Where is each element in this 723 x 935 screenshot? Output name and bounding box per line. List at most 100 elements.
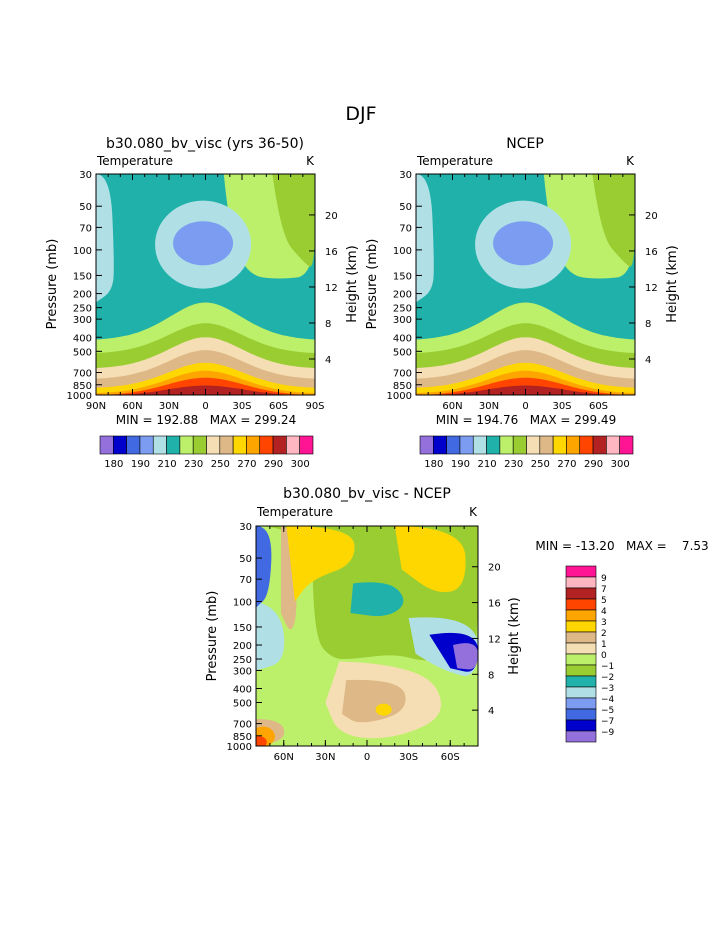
pressure-tick-label: 300 bbox=[73, 315, 92, 326]
colorbar-swatch bbox=[592, 435, 607, 455]
colorbar-swatch bbox=[139, 435, 154, 455]
colorbar-swatch bbox=[565, 719, 597, 732]
pressure-tick-label: 150 bbox=[233, 623, 252, 634]
pressure-tick-label: 500 bbox=[73, 347, 92, 358]
colorbar-label: 290 bbox=[584, 459, 603, 470]
min-max-stats: MIN = -13.20 MAX = 7.53 bbox=[535, 539, 708, 553]
colorbar-label: 300 bbox=[611, 459, 630, 470]
colorbar-label: −9 bbox=[601, 728, 615, 738]
panel-title: b30.080_bv_visc (yrs 36-50) bbox=[106, 136, 304, 152]
panel-difference: b30.080_bv_visc - NCEP Temperature K 30 5… bbox=[205, 486, 709, 763]
colorbar-swatch bbox=[113, 435, 127, 455]
latitude-tick-label: 30N bbox=[315, 752, 335, 763]
contour-region-195 bbox=[493, 221, 554, 266]
unit-label: K bbox=[469, 505, 478, 519]
contour-fields bbox=[416, 174, 635, 395]
y2-axis-label: Height (km) bbox=[507, 597, 522, 674]
colorbar-swatch bbox=[565, 609, 597, 622]
latitude-ticks: 90N 60N 30N 0 30S 60S 90S bbox=[86, 174, 325, 412]
latitude-tick-label: 60N bbox=[122, 401, 142, 412]
colorbar-swatch bbox=[433, 435, 447, 455]
pressure-tick-label: 200 bbox=[393, 290, 412, 301]
latitude-tick-label: 90N bbox=[86, 401, 106, 412]
colorbar-swatch bbox=[565, 675, 597, 688]
colorbar-label: 210 bbox=[478, 459, 497, 470]
colorbar-label: 250 bbox=[531, 459, 550, 470]
colorbar-label: 4 bbox=[601, 607, 607, 617]
height-ticks: 20 16 12 8 4 bbox=[472, 563, 501, 717]
colorbar-label: 9 bbox=[601, 574, 607, 584]
colorbar-label: 0 bbox=[601, 651, 607, 661]
colorbar-swatch bbox=[565, 708, 597, 721]
colorbar-label: −5 bbox=[601, 706, 614, 716]
colorbar-swatch bbox=[539, 435, 554, 455]
colorbar-swatch bbox=[565, 620, 597, 633]
colorbar-label: −1 bbox=[601, 662, 614, 672]
colorbar-swatch bbox=[219, 435, 234, 455]
colorbar-swatch bbox=[446, 435, 461, 455]
colorbar-swatch bbox=[192, 435, 207, 455]
colorbar-label: 230 bbox=[184, 459, 203, 470]
panel-ncep: NCEP Temperature K 305070100150200250300… bbox=[365, 136, 680, 470]
colorbar-swatch bbox=[565, 598, 597, 611]
variable-label: Temperature bbox=[416, 154, 493, 168]
height-tick-label: 20 bbox=[325, 211, 338, 222]
colorbar: 180 190 210 230 250 270 290 300 bbox=[99, 435, 314, 470]
pressure-tick-label: 100 bbox=[73, 246, 92, 257]
pressure-tick-label: 500 bbox=[393, 347, 412, 358]
colorbar-swatch bbox=[565, 631, 597, 644]
pressure-tick-label: 850 bbox=[73, 381, 92, 392]
unit-label: K bbox=[306, 154, 315, 168]
height-tick-label: 8 bbox=[645, 319, 651, 330]
pressure-tick-label: 50 bbox=[399, 202, 412, 213]
colorbar-swatch bbox=[126, 435, 141, 455]
latitude-tick-label: 0 bbox=[364, 752, 370, 763]
unit-label: K bbox=[626, 154, 635, 168]
colorbar-swatch bbox=[419, 435, 434, 455]
pressure-tick-label: 850 bbox=[393, 381, 412, 392]
contour-region-neg5 bbox=[256, 526, 272, 608]
contour-region-195 bbox=[173, 221, 234, 266]
height-ticks: 20 16 12 8 4 bbox=[629, 211, 658, 366]
pressure-tick-label: 30 bbox=[79, 170, 92, 181]
contour-region-neg3 bbox=[256, 601, 285, 671]
contour-region-4 bbox=[256, 736, 267, 746]
height-tick-label: 4 bbox=[645, 355, 651, 366]
height-tick-label: 12 bbox=[488, 634, 501, 645]
colorbar-label: 230 bbox=[504, 459, 523, 470]
colorbar-swatch bbox=[565, 642, 597, 655]
height-tick-label: 12 bbox=[645, 283, 658, 294]
latitude-tick-label: 0 bbox=[522, 401, 528, 412]
colorbar: 180 190 210 230 250 270 290 300 bbox=[419, 435, 634, 470]
panel-title: NCEP bbox=[506, 136, 544, 152]
pressure-tick-label: 70 bbox=[399, 223, 412, 234]
pressure-tick-label: 30 bbox=[239, 522, 252, 533]
panel-title: b30.080_bv_visc - NCEP bbox=[283, 486, 451, 502]
min-max-stats: MIN = 192.88 MAX = 299.24 bbox=[116, 413, 296, 427]
page-title: DJF bbox=[345, 103, 376, 125]
colorbar-swatch bbox=[206, 435, 221, 455]
pressure-tick-label: 70 bbox=[79, 223, 92, 234]
latitude-tick-label: 30S bbox=[232, 401, 251, 412]
colorbar-swatch bbox=[579, 435, 594, 455]
height-tick-label: 12 bbox=[325, 283, 338, 294]
pressure-tick-label: 50 bbox=[239, 554, 252, 565]
pressure-tick-label: 100 bbox=[233, 598, 252, 609]
pressure-tick-label: 500 bbox=[233, 699, 252, 710]
latitude-ticks: 60N 30N 0 30S 60S bbox=[427, 174, 624, 412]
height-ticks: 20 16 12 8 4 bbox=[309, 211, 338, 366]
latitude-tick-label: 60S bbox=[441, 752, 460, 763]
colorbar-label: 5 bbox=[601, 596, 607, 606]
variable-label: Temperature bbox=[256, 505, 333, 519]
panel-model: b30.080_bv_visc (yrs 36-50) Temperature … bbox=[45, 136, 360, 470]
colorbar-label: −4 bbox=[601, 695, 615, 705]
height-tick-label: 16 bbox=[488, 599, 501, 610]
colorbar-label: 7 bbox=[601, 585, 607, 595]
colorbar-swatch bbox=[565, 730, 597, 743]
pressure-tick-label: 300 bbox=[233, 666, 252, 677]
height-tick-label: 8 bbox=[325, 319, 331, 330]
latitude-tick-label: 30N bbox=[479, 401, 499, 412]
height-tick-label: 16 bbox=[645, 247, 658, 258]
y2-axis-label: Height (km) bbox=[665, 245, 680, 322]
